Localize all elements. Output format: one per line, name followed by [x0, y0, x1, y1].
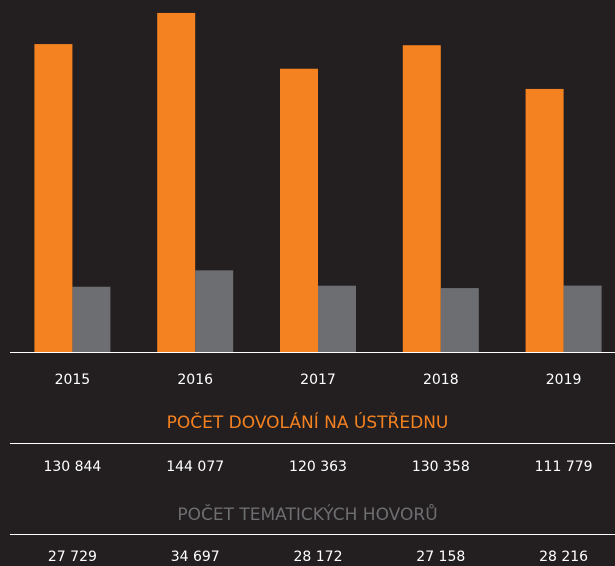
bar: [563, 285, 602, 352]
value-label: 120 363: [289, 459, 347, 475]
bar: [280, 68, 318, 353]
bar: [72, 286, 111, 352]
value-label: 27 158: [416, 549, 465, 565]
value-label: 27 729: [48, 549, 97, 565]
value-label: 130 844: [43, 459, 101, 475]
value-label: 144 077: [166, 459, 224, 475]
value-label: 34 697: [171, 549, 220, 565]
x-tick-label: 2015: [55, 372, 91, 388]
series-heading: POČET DOVOLÁNÍ NA ÚSTŘEDNU: [167, 411, 449, 433]
value-label: 28 172: [294, 549, 343, 565]
bar: [157, 12, 196, 353]
bar: [318, 285, 356, 352]
bar: [402, 45, 441, 352]
x-tick-label: 2016: [177, 372, 213, 388]
value-label: 130 358: [412, 459, 470, 475]
value-label: 28 216: [539, 549, 588, 565]
bar: [195, 270, 234, 352]
bar: [440, 288, 479, 352]
x-tick-label: 2017: [300, 372, 336, 388]
bar: [525, 88, 564, 353]
value-label: 111 779: [535, 459, 593, 475]
x-tick-label: 2019: [546, 372, 582, 388]
series-heading: POČET TEMATICKÝCH HOVORŮ: [177, 503, 437, 525]
x-tick-label: 2018: [423, 372, 459, 388]
bar: [34, 44, 73, 353]
